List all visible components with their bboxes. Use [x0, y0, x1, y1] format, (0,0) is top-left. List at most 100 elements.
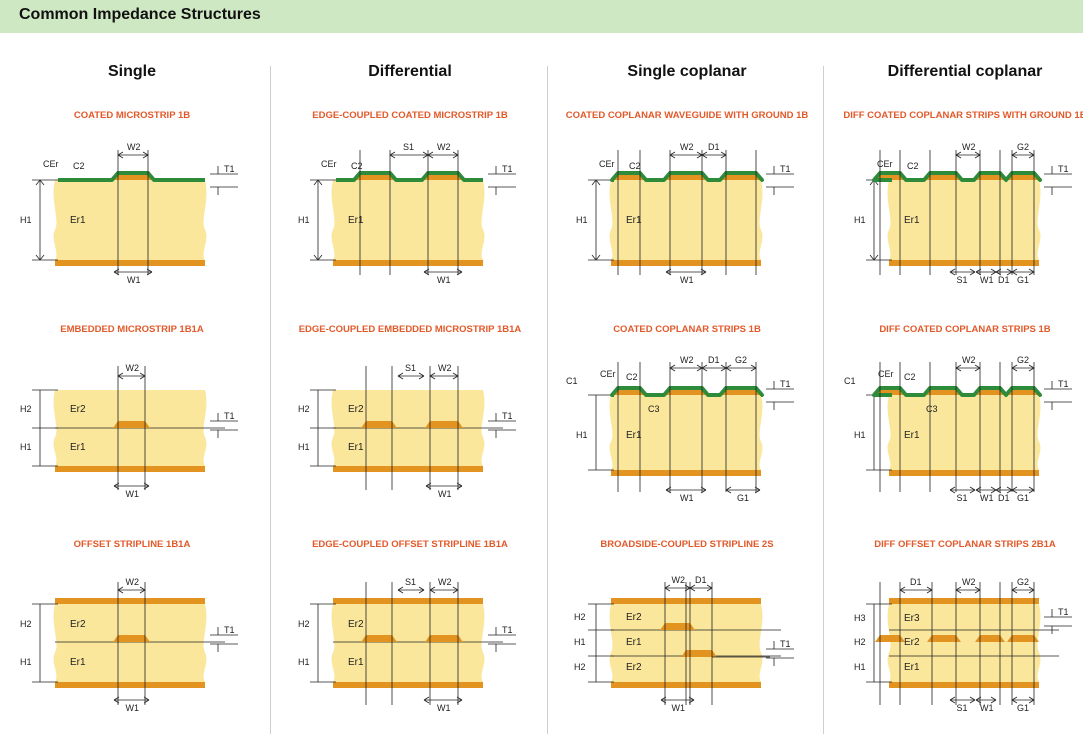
dimension-line	[1006, 486, 1013, 491]
stripline-trace	[975, 635, 1005, 642]
dimension-line	[389, 151, 396, 156]
label-t1: T1	[502, 164, 513, 174]
label-t1: T1	[1058, 607, 1069, 617]
dimension-line	[688, 699, 695, 704]
dimension-line	[969, 699, 976, 704]
stripline-cell: Er3 Er2 Er1 H3 H2 H1 D1 W2 G2 S1 W1 G1 T1	[854, 577, 1072, 713]
dielectric-label-er2: Er2	[626, 662, 642, 673]
dimension-line	[313, 254, 319, 261]
ground-plane	[889, 260, 1039, 266]
label-c1: C1	[566, 376, 578, 386]
dimension-line	[389, 154, 396, 159]
dielectric-label-er1: Er1	[904, 215, 920, 226]
dimension-line	[423, 271, 430, 276]
dimension-line	[397, 589, 404, 594]
label-t1: T1	[1058, 379, 1069, 389]
dimension-line	[1028, 489, 1035, 494]
dimension-line	[720, 364, 727, 369]
label-w2: W2	[127, 142, 141, 152]
dimension-line	[452, 375, 459, 380]
column-header-single-coplanar: Single coplanar	[627, 63, 747, 80]
label-t1: T1	[224, 411, 235, 421]
title-embedded-microstrip: EMBEDDED MICROSTRIP 1B1A	[60, 324, 204, 335]
label-h1: H1	[298, 657, 310, 667]
dimension-line	[995, 486, 1002, 491]
dimension-line	[669, 154, 676, 159]
dimension-line	[664, 584, 671, 589]
label-t1: T1	[780, 639, 791, 649]
title-edge-coupled-offset-stripline: EDGE-COUPLED OFFSET STRIPLINE 1B1A	[312, 539, 508, 550]
dimension-line	[425, 482, 432, 487]
label-t1: T1	[780, 164, 791, 174]
dimension-line	[869, 254, 875, 261]
dimension-line	[595, 179, 601, 186]
dimension-line	[39, 254, 45, 261]
label-c3: C3	[648, 404, 660, 414]
coated-cell: Er1 H1 W2 D1 W1 T1 CEr C2	[576, 142, 794, 285]
title-offset-stripline: OFFSET STRIPLINE 1B1A	[73, 539, 191, 550]
dimension-line	[990, 489, 997, 494]
label-h1: H1	[20, 657, 32, 667]
dimension-line	[146, 268, 153, 273]
dimension-line	[725, 486, 732, 491]
label-s1: S1	[957, 493, 968, 503]
dimension-line	[117, 372, 124, 377]
label-w1: W1	[437, 275, 451, 285]
stripline-trace	[927, 635, 961, 642]
dimension-line	[995, 268, 1002, 273]
label-d1: D1	[695, 575, 707, 585]
dimension-line	[974, 367, 981, 372]
dimension-line	[754, 486, 761, 491]
ground-plane	[889, 598, 1039, 604]
dimension-line	[696, 151, 703, 156]
dimension-line	[117, 375, 124, 380]
dimension-line	[926, 586, 933, 591]
dimension-line	[975, 268, 982, 273]
dimension-line	[955, 154, 962, 159]
dimension-line	[429, 586, 436, 591]
label-h1: H1	[20, 215, 32, 225]
dimension-line	[975, 696, 982, 701]
dielectric-label-er1: Er1	[348, 215, 364, 226]
dimension-line	[1011, 589, 1018, 594]
dimension-line	[139, 372, 146, 377]
dimension-line	[452, 586, 459, 591]
dielectric-label-er1: Er1	[70, 657, 86, 668]
dimension-line	[142, 151, 149, 156]
dimension-line	[700, 271, 707, 276]
dimension-line	[665, 489, 672, 494]
label-w2: W2	[672, 575, 686, 585]
dielectric-layer	[331, 604, 485, 682]
ground-plane	[889, 470, 1039, 476]
title-edge-coupled-embedded-microstrip: EDGE-COUPLED EMBEDDED MICROSTRIP 1B1A	[298, 324, 522, 335]
dimension-line	[1011, 699, 1018, 704]
stripline-cell: Er2 Er1 H2 H1 S1 W2 W1 T1	[298, 577, 516, 713]
label-w1: W1	[438, 489, 452, 499]
dimension-line	[701, 154, 708, 159]
dimension-line	[750, 367, 757, 372]
dimension-line	[1006, 489, 1013, 494]
label-w1: W1	[680, 275, 694, 285]
label-h1: H1	[576, 430, 588, 440]
dimension-line	[117, 586, 124, 591]
dimension-line	[689, 587, 696, 592]
stripline-trace	[361, 635, 397, 642]
dimension-line	[143, 485, 150, 490]
dimension-line	[1011, 586, 1018, 591]
title-broadside-coupled-stripline: BROADSIDE-COUPLED STRIPLINE 2S	[600, 539, 774, 550]
dimension-line	[1011, 268, 1018, 273]
label-d1: D1	[708, 142, 720, 152]
dimension-line	[720, 151, 727, 156]
dimension-line	[975, 271, 982, 276]
dimension-line	[1028, 486, 1035, 491]
dimension-line	[422, 151, 429, 156]
dimension-line	[427, 151, 434, 156]
dimension-line	[397, 372, 404, 377]
label-d1: D1	[910, 577, 922, 587]
dimension-line	[949, 489, 956, 494]
label-c2: C2	[73, 161, 85, 171]
label-c2: C2	[351, 161, 363, 171]
coated-cell: Er1 H1 S1 W2 W1 T1 CEr C2	[298, 142, 516, 285]
dimension-line	[113, 696, 120, 701]
dielectric-layer	[887, 180, 1041, 260]
